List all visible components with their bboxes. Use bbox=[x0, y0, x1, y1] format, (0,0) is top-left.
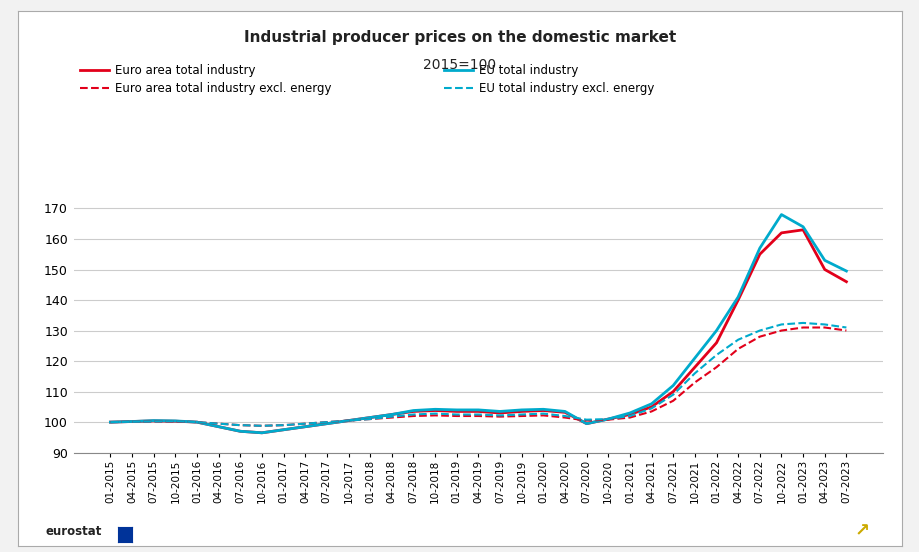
Text: 2015=100: 2015=100 bbox=[423, 58, 496, 72]
Text: eurostat: eurostat bbox=[46, 525, 102, 538]
Text: Industrial producer prices on the domestic market: Industrial producer prices on the domest… bbox=[244, 30, 675, 45]
Text: ↗: ↗ bbox=[854, 522, 868, 540]
Legend: EU total industry, EU total industry excl. energy: EU total industry, EU total industry exc… bbox=[443, 64, 654, 95]
